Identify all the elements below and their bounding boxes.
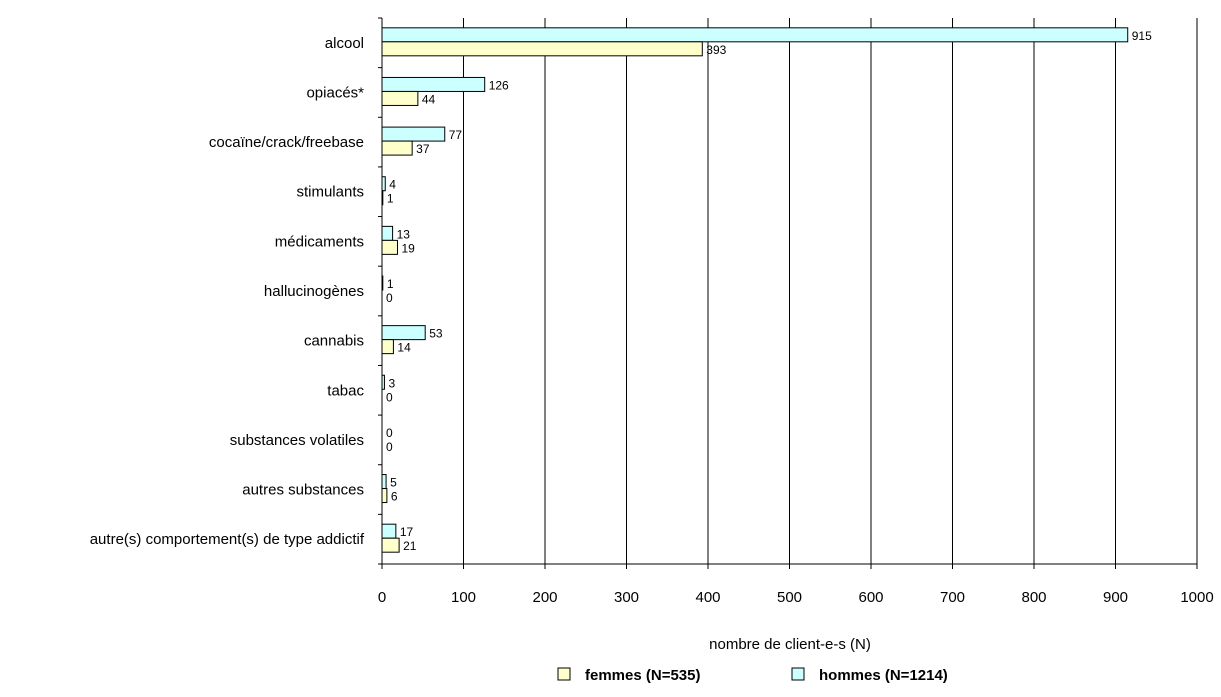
data-label-femmes: 37	[416, 142, 430, 156]
category-label: autres substances	[242, 482, 364, 499]
bar-hommes	[381, 176, 386, 192]
data-label-femmes: 393	[706, 43, 726, 57]
data-label-femmes: 44	[422, 92, 436, 106]
x-axis-title: nombre de client-e-s (N)	[709, 636, 871, 653]
data-label-femmes: 0	[386, 291, 393, 305]
x-tick-label: 200	[532, 589, 557, 606]
category-label: cocaïne/crack/freebase	[209, 134, 364, 151]
bar-hommes	[381, 225, 394, 241]
legend-label-hommes: hommes (N=1214)	[819, 667, 948, 684]
category-label: autre(s) comportement(s) de type addicti…	[90, 531, 365, 548]
category-label: cannabis	[304, 333, 364, 350]
category-label: hallucinogènes	[264, 283, 364, 300]
category-label: médicaments	[275, 233, 364, 250]
x-tick-label: 900	[1103, 589, 1128, 606]
category-label: opiacés*	[306, 84, 364, 101]
data-label-hommes: 5	[390, 476, 397, 490]
data-label-hommes: 17	[400, 525, 414, 539]
category-label: alcool	[325, 35, 364, 52]
bar-hommes	[381, 76, 486, 92]
bar-hommes	[381, 523, 397, 539]
data-label-hommes: 13	[397, 227, 411, 241]
legend: femmes (N=535) hommes (N=1214)	[557, 667, 948, 684]
data-label-femmes: 0	[386, 440, 393, 454]
data-label-hommes: 53	[429, 327, 443, 341]
bar-femmes	[381, 537, 400, 553]
bar-hommes	[381, 374, 385, 390]
bar-femmes	[381, 488, 388, 504]
legend-label-femmes: femmes (N=535)	[585, 667, 700, 684]
data-label-hommes: 3	[388, 376, 395, 390]
bar-hommes	[381, 126, 446, 142]
x-tick-label: 1000	[1180, 589, 1213, 606]
data-label-femmes: 21	[403, 539, 417, 553]
bar-femmes	[381, 239, 398, 255]
bar-femmes	[381, 90, 419, 106]
category-label: substances volatiles	[230, 432, 364, 449]
data-label-femmes: 19	[401, 241, 415, 255]
bar-femmes	[381, 190, 384, 206]
data-label-femmes: 6	[391, 490, 398, 504]
data-label-hommes: 915	[1132, 29, 1152, 43]
bars	[381, 27, 1129, 553]
bar-femmes	[381, 41, 703, 57]
x-tick-label: 100	[451, 589, 476, 606]
x-tick-label: 0	[378, 589, 386, 606]
data-label-hommes: 1	[387, 277, 394, 291]
data-label-hommes: 77	[449, 128, 463, 142]
data-label-femmes: 14	[397, 341, 411, 355]
data-label-hommes: 0	[386, 426, 393, 440]
bar-hommes	[381, 325, 426, 341]
category-label: stimulants	[296, 184, 364, 201]
bar-hommes	[381, 27, 1129, 43]
x-tick-label: 400	[695, 589, 720, 606]
gridlines	[463, 18, 1198, 564]
axes	[378, 17, 1198, 569]
legend-swatch-hommes	[791, 667, 805, 681]
data-label-hommes: 4	[389, 178, 396, 192]
x-tick-label: 600	[858, 589, 883, 606]
bar-hommes	[381, 474, 387, 490]
bar-femmes	[381, 140, 413, 156]
x-tick-label: 500	[777, 589, 802, 606]
category-label: tabac	[327, 382, 364, 399]
bar-femmes	[381, 339, 394, 355]
x-tick-label: 800	[1021, 589, 1046, 606]
legend-swatch-femmes	[557, 667, 571, 681]
data-label-femmes: 0	[386, 390, 393, 404]
x-tick-label: 700	[940, 589, 965, 606]
bar-hommes	[381, 275, 384, 291]
labels: 0 100 200 300 400 500 600 700 800 900 1000alcoolop…	[90, 29, 1214, 606]
data-label-hommes: 126	[489, 78, 509, 92]
x-tick-label: 300	[614, 589, 639, 606]
data-label-femmes: 1	[387, 192, 394, 206]
